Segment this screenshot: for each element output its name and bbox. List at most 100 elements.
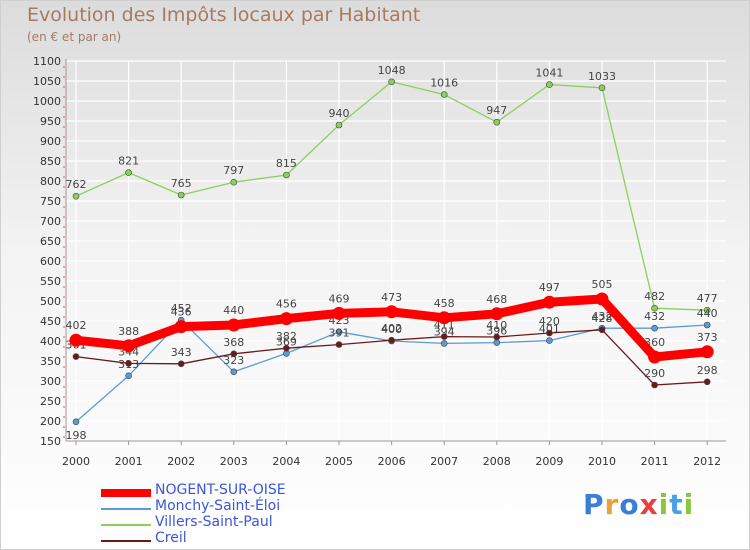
y-tick-label: 500 [40, 295, 61, 308]
legend-item-creil[interactable]: Creil [101, 530, 421, 549]
data-label: 765 [171, 177, 192, 190]
data-point [335, 121, 343, 129]
data-label: 458 [434, 297, 455, 310]
data-point [648, 350, 662, 364]
x-tick-label: 2010 [588, 455, 616, 468]
data-label: 400 [381, 323, 402, 336]
data-point [437, 311, 451, 325]
data-point [598, 326, 606, 334]
data-label: 402 [66, 319, 87, 332]
data-point [230, 178, 238, 186]
y-tick-label: 750 [40, 195, 61, 208]
brand-logo: Proxiti [583, 488, 694, 521]
data-label: 797 [223, 164, 244, 177]
data-point [651, 324, 658, 332]
data-label: 497 [539, 281, 560, 294]
data-label: 477 [697, 292, 718, 305]
data-label: 436 [171, 306, 192, 319]
x-tick-label: 2009 [535, 455, 563, 468]
y-tick-label: 850 [40, 155, 61, 168]
data-label: 396 [486, 325, 507, 338]
data-label: 410 [486, 319, 507, 332]
y-tick-label: 700 [40, 215, 61, 228]
data-point [388, 78, 395, 86]
data-point [700, 345, 714, 359]
data-point [493, 333, 501, 341]
legend-item-nogent[interactable]: NOGENT-SUR-OISE [101, 482, 421, 501]
data-label: 440 [697, 307, 718, 320]
data-point [332, 306, 346, 320]
y-tick-label: 1100 [33, 55, 61, 68]
x-tick-label: 2004 [272, 455, 300, 468]
y-tick-label: 450 [40, 315, 61, 328]
legend: NOGENT-SUR-OISE Monchy-Saint-Éloi Viller… [101, 482, 421, 549]
x-tick-label: 2000 [62, 455, 90, 468]
data-label: 940 [329, 107, 350, 120]
y-tick-label: 150 [40, 435, 61, 448]
data-point [546, 81, 553, 88]
x-tick-label: 2011 [641, 455, 669, 468]
data-label: 469 [329, 292, 350, 305]
brand-letter: x [639, 488, 659, 521]
legend-label-monchy: Monchy-Saint-Éloi [155, 498, 281, 514]
x-tick-label: 2008 [483, 455, 511, 468]
data-point [125, 169, 132, 176]
data-label: 762 [66, 178, 87, 191]
legend-swatch-nogent [101, 489, 151, 497]
data-label: 468 [486, 293, 507, 306]
x-tick-label: 2007 [430, 455, 458, 468]
data-label: 198 [66, 429, 87, 442]
data-point [542, 295, 556, 309]
data-label: 343 [171, 346, 192, 359]
brand-letter: t [669, 488, 684, 521]
data-label: 402 [381, 322, 402, 335]
data-point [174, 320, 188, 334]
x-tick-label: 2012 [693, 455, 721, 468]
data-label: 373 [697, 331, 718, 344]
x-tick-label: 2006 [378, 455, 406, 468]
data-point [125, 360, 132, 367]
data-point [493, 339, 501, 346]
data-point [440, 91, 448, 98]
y-tick-label: 950 [40, 115, 61, 128]
data-point [69, 333, 83, 347]
y-tick-label: 250 [40, 395, 61, 408]
data-label: 821 [118, 155, 139, 168]
data-point [388, 336, 395, 344]
data-label: 360 [644, 336, 665, 349]
y-tick-label: 350 [40, 355, 61, 368]
x-tick-label: 2005 [325, 455, 353, 468]
data-label: 368 [223, 336, 244, 349]
data-label: 428 [592, 312, 613, 325]
data-point [72, 418, 80, 426]
data-point [595, 292, 609, 306]
data-label: 298 [697, 364, 718, 377]
data-label: 947 [486, 104, 507, 117]
data-label: 1016 [430, 77, 458, 90]
data-point [703, 321, 711, 329]
data-label: 456 [276, 298, 297, 311]
data-point [177, 360, 185, 368]
data-point [651, 381, 658, 389]
data-label: 432 [592, 310, 613, 323]
legend-swatch-villers [101, 524, 151, 526]
data-label: 473 [381, 291, 402, 304]
data-label: 1033 [588, 70, 616, 83]
legend-swatch-monchy [101, 508, 151, 510]
data-point [177, 191, 185, 199]
y-tick-label: 900 [40, 135, 61, 148]
data-point [283, 171, 290, 179]
legend-item-villers[interactable]: Villers-Saint-Paul [101, 514, 421, 533]
brand-letter: P [583, 488, 605, 521]
y-tick-label: 400 [40, 335, 61, 348]
data-point [598, 84, 606, 92]
y-tick-label: 1000 [33, 95, 61, 108]
data-point [546, 337, 553, 344]
x-tick-label: 2001 [115, 455, 143, 468]
legend-item-monchy[interactable]: Monchy-Saint-Éloi [101, 498, 421, 517]
data-point [440, 340, 448, 347]
data-label: 388 [118, 325, 139, 338]
data-label: 382 [276, 330, 297, 343]
legend-label-nogent: NOGENT-SUR-OISE [155, 482, 286, 498]
